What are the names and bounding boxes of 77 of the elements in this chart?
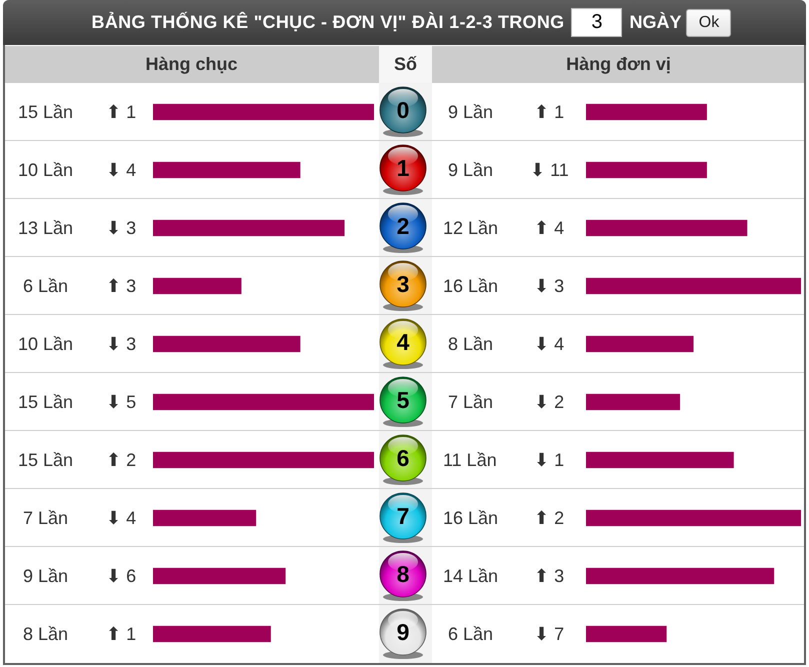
bar [586,336,694,352]
text: ⬇ 11 [530,160,569,180]
bar [586,278,801,294]
text: ⬆ 3 [106,276,136,296]
text: NGÀY [629,12,682,33]
bar [586,104,707,120]
y-tick-label: 7 [396,502,410,530]
text: ⬇ 4 [106,508,136,528]
chart-title: Hàng chục [145,54,238,75]
text: ⬆ 2 [534,508,564,528]
bar [153,220,345,236]
y-tick-label: 0 [396,96,410,124]
text: ⬆ 4 [534,218,564,238]
text: ⬆ 1 [106,102,136,122]
data-label: 7 Lần [448,392,494,412]
bar [153,626,271,642]
data-label: 12 Lần [443,218,498,238]
bar [153,104,374,120]
text: ⬇ 5 [106,392,136,412]
bar [586,510,801,526]
data-label: 10 Lần [18,160,74,180]
bar [153,394,374,410]
text: ⬇ 3 [534,276,564,296]
data-label: 6 Lần [23,276,68,296]
bar [153,568,286,584]
text: ⬆ 3 [534,566,564,586]
data-label: 13 Lần [18,218,74,238]
text: ⬇ 2 [534,392,564,412]
bar [153,278,242,294]
data-label: 9 Lần [23,566,68,586]
text: ⬇ 3 [106,218,136,238]
bar [586,452,734,468]
text: ⬇ 1 [534,450,564,470]
data-label: 7 Lần [23,508,68,528]
y-tick-label: 8 [396,560,410,588]
data-label: 9 Lần [448,160,494,180]
data-label: 15 Lần [18,450,74,470]
text: ⬇ 4 [106,160,136,180]
data-label: 9 Lần [448,102,494,122]
data-label: 11 Lần [443,450,497,470]
data-label: 8 Lần [23,624,68,644]
y-tick-label: 1 [396,154,410,182]
chart-title: Hàng đơn vị [566,54,671,75]
input-field: 3 [571,8,622,37]
bar [586,394,680,410]
data-label: 15 Lần [18,392,74,412]
text: ⬆ 1 [534,102,564,122]
bar [586,626,667,642]
y-tick-label: 3 [396,270,410,298]
text: ⬆ 2 [106,450,136,470]
data-label: 15 Lần [18,102,74,122]
data-label: 8 Lần [448,334,494,354]
button: Ok [686,8,732,36]
text: ⬇ 6 [106,566,136,586]
text: ⬇ 4 [534,334,564,354]
bar [153,452,374,468]
data-label: 6 Lần [448,624,494,644]
text: BẢNG THỐNG KÊ "CHỤC - ĐƠN VỊ" ĐÀI 1-2-3 TRONG [92,12,564,33]
y-tick-label: 9 [396,618,410,646]
bar [586,568,774,584]
data-label: 14 Lần [443,566,498,586]
y-axis-title: Số [394,54,417,75]
bar [153,336,300,352]
bar [586,162,707,178]
y-tick-label: 6 [396,444,410,472]
bar [586,220,748,236]
y-tick-label: 4 [396,328,410,356]
data-label: 10 Lần [18,334,74,354]
y-tick-label: 5 [396,386,410,414]
text: ⬇ 3 [106,334,136,354]
data-label: 16 Lần [443,508,498,528]
bar [153,162,300,178]
y-tick-label: 2 [396,212,410,240]
text: ⬇ 7 [534,624,564,644]
text: ⬆ 1 [106,624,136,644]
bar [153,510,256,526]
data-label: 16 Lần [443,276,498,296]
